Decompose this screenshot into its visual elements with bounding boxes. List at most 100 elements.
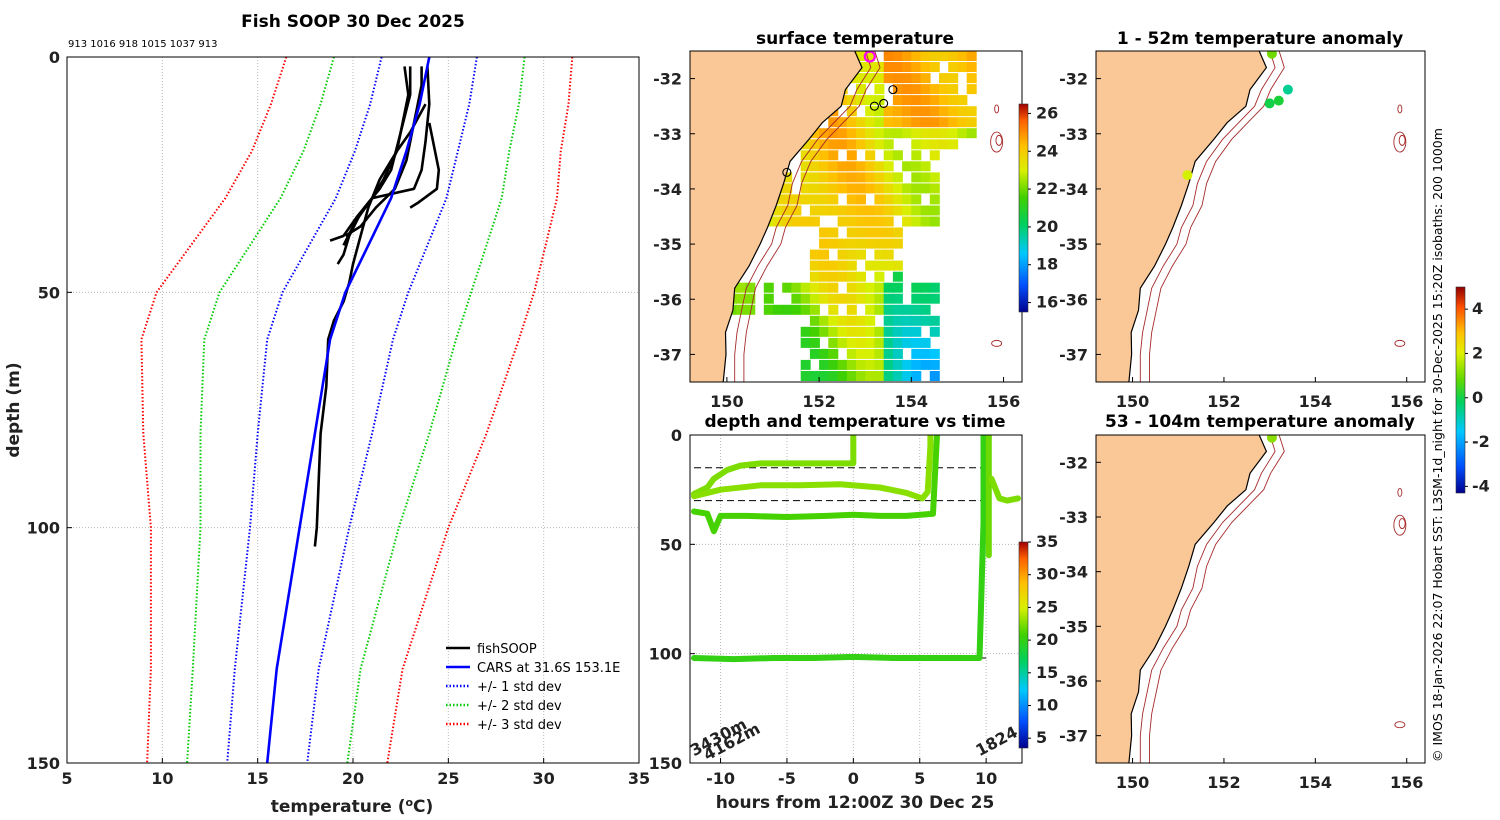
sst-station-marker [782, 167, 792, 177]
xlabel-main: temperature ( [271, 797, 406, 817]
sst-cell [948, 73, 959, 84]
sst-cell [865, 139, 876, 150]
sst-cell [846, 172, 857, 183]
sst-cell [856, 216, 866, 227]
southern-seamount-contour [991, 339, 1003, 347]
sst-cell [846, 161, 857, 172]
sst-cell [819, 326, 830, 337]
sst-cell [929, 293, 940, 304]
sst-cell [856, 293, 866, 304]
sst-cell [883, 117, 894, 128]
sst-cell [856, 117, 866, 128]
lord-howe-inner-contour [995, 134, 1003, 146]
fishSOOP-6-line [313, 103, 427, 547]
sst-cell [892, 371, 903, 381]
sst-cell [920, 337, 931, 348]
legend-label: +/- 3 std dev [477, 718, 562, 733]
sst-cell [883, 304, 894, 315]
legend-label: CARS at 31.6S 153.1E [477, 661, 620, 676]
sst-islands [990, 104, 1004, 347]
sst-cell [856, 337, 866, 348]
sst-cb-label: 18 [1036, 255, 1058, 274]
map-xtick-label: 150 [1116, 773, 1149, 792]
sst-cell [865, 117, 876, 128]
sst-cell [883, 227, 894, 238]
sst-cell [846, 205, 857, 216]
depth-time-title: depth and temperature vs time [705, 412, 1006, 432]
sst-cell [929, 315, 940, 326]
sst-cell [809, 326, 820, 337]
sst-cell [800, 216, 811, 227]
sst-cell [819, 205, 830, 216]
sst-cell [883, 293, 894, 304]
sst-cell [911, 128, 922, 139]
sst-cell [809, 172, 820, 183]
sst-cell [809, 271, 820, 282]
cars-profile-line [265, 57, 431, 763]
sst-cell [948, 84, 959, 95]
sst-cell [902, 183, 913, 194]
sst-cell [846, 326, 857, 337]
sst-cell [929, 348, 940, 359]
sst-cb-label: 16 [1036, 293, 1058, 312]
fishSOOP-4-line [329, 66, 431, 242]
anomaly-shallow-title: 1 - 52m temperature anomaly [1117, 29, 1403, 49]
sst-cell [865, 172, 876, 183]
sst-cell [920, 128, 931, 139]
sst-cell [874, 382, 884, 392]
sst-cell [902, 73, 913, 84]
anomaly-shallow-ticks: 150 152 154 156 -32 -33 -34 -35 -36 -37 [1059, 70, 1423, 411]
sst-cell [902, 51, 913, 61]
depth-time-cb-label: 5 [1036, 728, 1047, 747]
profile-ytick-label: 50 [38, 283, 60, 302]
sst-cell [883, 315, 894, 326]
map-xtick-label: 154 [1299, 392, 1332, 411]
sst-cell [837, 260, 848, 271]
sst-cell [837, 293, 848, 304]
sst-cell [819, 227, 830, 238]
anomaly-deep-axes-box [1095, 434, 1426, 764]
sst-cell [865, 282, 876, 293]
anomaly-shallow-map [1096, 51, 1425, 382]
sst-cell [966, 62, 977, 72]
sst-cell [837, 326, 848, 337]
sst-cell [837, 172, 848, 183]
sst-cell [892, 326, 903, 337]
sst-cell [892, 95, 903, 106]
xlabel-unit: C) [413, 797, 433, 817]
sst-cell [883, 183, 894, 194]
sst-cell [892, 150, 903, 161]
sst-cell [892, 183, 903, 194]
anomaly-deep-points [1266, 435, 1277, 443]
anomaly-shallow-point [1273, 95, 1284, 106]
map-ytick-label: -37 [1059, 345, 1088, 364]
sst-cell [920, 161, 931, 172]
profile-subtitle: 913 1016 918 1015 1037 913 [68, 39, 218, 50]
sst-cell [865, 371, 876, 381]
sst-cell [819, 183, 830, 194]
sst-cell [819, 371, 830, 381]
sst-cell [828, 293, 839, 304]
sst-cell [929, 359, 940, 370]
sst-cell [902, 84, 913, 95]
sst-cell [847, 382, 857, 392]
sst-cell [819, 382, 829, 392]
sst-cell [800, 183, 811, 194]
sst-cell [911, 216, 922, 227]
sst-cell [883, 139, 894, 150]
sst-cell [920, 282, 931, 293]
sst-cell [957, 95, 968, 106]
sst-cell [892, 315, 903, 326]
depth-time-xlabel: hours from 12:00Z 30 Dec 25 [716, 793, 995, 813]
sst-cell [920, 84, 931, 95]
sst-cell [819, 150, 830, 161]
profile-xtick-label: 25 [437, 769, 459, 788]
seamount-contour [1397, 104, 1403, 114]
side-note: © IMOS 18-Jan-2026 22:07 Hobart SST: L3S… [1430, 128, 1445, 762]
sst-cell [837, 183, 848, 194]
anomaly-cb-label: 0 [1472, 388, 1483, 407]
sst-cell [874, 348, 885, 359]
sst-cell [865, 238, 876, 249]
profile-soop-lines [313, 66, 441, 547]
sst-cell [911, 304, 922, 315]
